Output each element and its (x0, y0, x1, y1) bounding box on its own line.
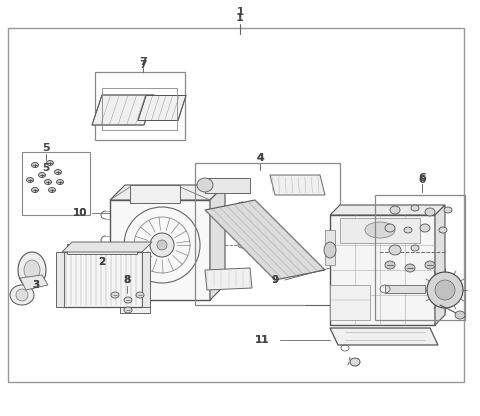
Ellipse shape (455, 311, 465, 319)
Ellipse shape (385, 224, 395, 232)
Ellipse shape (157, 240, 167, 250)
Bar (62, 252, 142, 307)
Ellipse shape (150, 233, 174, 257)
Text: 1: 1 (236, 7, 244, 17)
Bar (102, 88, 177, 130)
Ellipse shape (238, 222, 246, 228)
Text: 7: 7 (139, 57, 147, 67)
Bar (110, 200, 210, 300)
Bar (375, 195, 465, 320)
Ellipse shape (350, 358, 360, 366)
Polygon shape (270, 175, 325, 195)
Ellipse shape (124, 297, 132, 303)
Bar (120, 295, 150, 313)
Text: 1: 1 (236, 13, 244, 23)
Ellipse shape (420, 224, 430, 232)
Ellipse shape (365, 222, 395, 238)
Ellipse shape (404, 227, 412, 233)
Ellipse shape (48, 188, 56, 193)
Ellipse shape (32, 163, 38, 168)
Polygon shape (205, 268, 252, 290)
Ellipse shape (24, 260, 40, 280)
Ellipse shape (124, 307, 132, 313)
Text: 8: 8 (123, 275, 131, 285)
Text: 5: 5 (42, 163, 49, 173)
Text: 9: 9 (271, 275, 278, 285)
Text: 4: 4 (256, 153, 264, 163)
Ellipse shape (324, 242, 336, 258)
Ellipse shape (439, 227, 447, 233)
Ellipse shape (238, 242, 246, 248)
Ellipse shape (32, 188, 38, 193)
Text: 11: 11 (255, 335, 269, 345)
Bar (195, 163, 340, 305)
Polygon shape (435, 205, 445, 325)
Ellipse shape (38, 173, 46, 178)
Ellipse shape (47, 161, 53, 166)
Bar (142, 252, 150, 307)
Bar (330, 215, 435, 325)
Polygon shape (330, 205, 445, 215)
Ellipse shape (45, 179, 51, 185)
Ellipse shape (111, 292, 119, 298)
Text: 4: 4 (256, 153, 264, 163)
Ellipse shape (238, 202, 246, 208)
Ellipse shape (10, 285, 34, 305)
Bar (330, 285, 370, 320)
Ellipse shape (427, 272, 463, 308)
Bar (56, 252, 64, 307)
Bar (95, 72, 185, 140)
Text: 5: 5 (42, 143, 50, 153)
Bar (205, 178, 250, 193)
Text: 10: 10 (73, 208, 87, 218)
Text: 2: 2 (98, 257, 106, 267)
Text: 6: 6 (419, 175, 426, 185)
Ellipse shape (57, 179, 63, 185)
Bar (385, 285, 425, 293)
Text: 7: 7 (139, 60, 147, 70)
Bar (8, 28, 464, 382)
Bar (22, 152, 90, 215)
Ellipse shape (16, 289, 28, 301)
Text: 8: 8 (123, 275, 131, 285)
Ellipse shape (425, 261, 435, 269)
Ellipse shape (18, 252, 46, 288)
Ellipse shape (26, 178, 34, 183)
Ellipse shape (197, 178, 213, 192)
Ellipse shape (385, 261, 395, 269)
Polygon shape (62, 242, 152, 252)
Ellipse shape (425, 208, 435, 216)
Bar (130, 185, 180, 203)
Polygon shape (205, 200, 325, 280)
Text: 3: 3 (32, 280, 40, 290)
Polygon shape (20, 275, 48, 290)
Ellipse shape (389, 245, 401, 255)
Ellipse shape (136, 292, 144, 298)
Polygon shape (92, 95, 154, 125)
Text: 10: 10 (73, 208, 87, 218)
Polygon shape (110, 185, 225, 200)
Text: 3: 3 (32, 280, 40, 290)
Polygon shape (330, 328, 438, 345)
Ellipse shape (411, 245, 419, 251)
Polygon shape (138, 96, 186, 121)
Bar (340, 218, 420, 243)
Text: 11: 11 (255, 335, 269, 345)
Ellipse shape (55, 169, 61, 174)
Ellipse shape (405, 264, 415, 272)
Text: 9: 9 (271, 275, 278, 285)
Ellipse shape (390, 206, 400, 214)
Polygon shape (210, 185, 225, 300)
Ellipse shape (411, 205, 419, 211)
Ellipse shape (435, 280, 455, 300)
Bar (325, 230, 335, 265)
Ellipse shape (444, 207, 452, 213)
Text: 2: 2 (98, 257, 106, 267)
Bar (67, 244, 137, 254)
Text: 6: 6 (418, 173, 426, 183)
